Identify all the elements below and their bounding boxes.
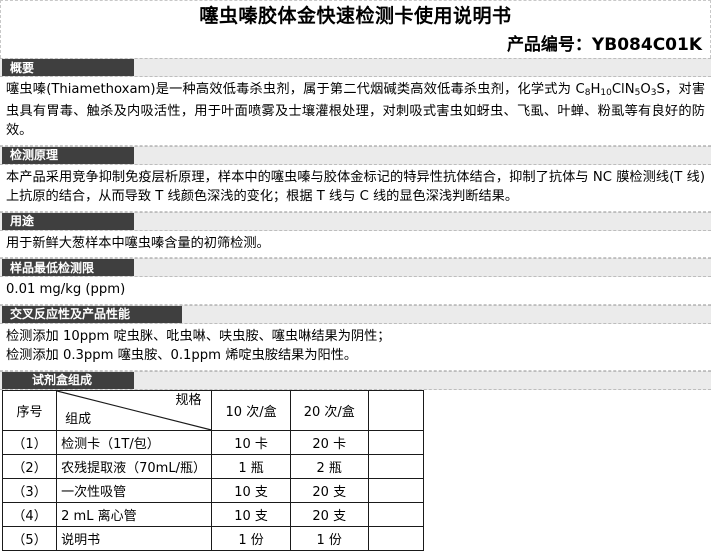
section-title-cross-reactivity: 交叉反应性及产品性能	[10, 307, 131, 321]
cell-no: （1）	[1, 429, 58, 455]
section-header-kit-composition: 试剂盒组成	[0, 370, 711, 390]
table-row: （2） 农残提取液（70mL/瓶） 1 瓶 2 瓶	[1, 453, 425, 479]
header-cell-extra	[367, 389, 425, 431]
cell-no: （3）	[1, 477, 58, 503]
kit-composition-table: 序号 规格 组成 10 次/盒 20 次/盒 （1） 检测卡（1T/包）	[1, 389, 425, 551]
section-bar-overview: 概要	[2, 59, 134, 76]
page-title: 噻虫嗪胶体金快速检测卡使用说明书	[199, 5, 512, 27]
section-bar-cross-reactivity: 交叉反应性及产品性能	[2, 305, 182, 323]
section-body-detection-limit: 0.01 mg/kg (ppm)	[0, 277, 711, 305]
formula-sub-1: 8	[584, 88, 591, 98]
cell-qty-20: 20 支	[289, 501, 369, 527]
formula-sub-4: 3	[650, 88, 657, 98]
diagonal-divider-icon	[57, 391, 211, 430]
overview-paragraph: 噻虫嗪(Thiamethoxam)是一种高效低毒杀虫剂，属于第二代烟碱类高效低毒…	[6, 80, 705, 141]
cell-item: 检测卡（1T/包）	[56, 429, 213, 455]
section-title-detection-limit: 样品最低检测限	[10, 260, 95, 275]
formula-sub-3: 5	[634, 88, 641, 98]
cell-qty-10: 1 瓶	[211, 453, 291, 479]
cell-qty-20: 2 瓶	[289, 453, 369, 479]
product-number-row: 产品编号：YB084C01K	[1, 29, 710, 57]
cell-extra	[367, 453, 425, 479]
table-row: （1） 检测卡（1T/包） 10 卡 20 卡	[1, 429, 425, 455]
usage-paragraph: 用于新鲜大葱样本中噻虫嗪含量的初筛检测。	[6, 235, 270, 251]
cell-no: （4）	[1, 501, 58, 527]
detection-limit-value: 0.01 mg/kg (ppm)	[6, 282, 126, 297]
cell-extra	[367, 501, 425, 527]
formula-mid-4: S，	[656, 82, 679, 97]
section-header-cross-reactivity: 交叉反应性及产品性能	[0, 304, 711, 324]
cell-qty-10: 10 支	[211, 477, 291, 503]
section-body-overview: 噻虫嗪(Thiamethoxam)是一种高效低毒杀虫剂，属于第二代烟碱类高效低毒…	[0, 77, 711, 146]
cell-qty-10: 10 卡	[211, 429, 291, 455]
title-block: 噻虫嗪胶体金快速检测卡使用说明书 产品编号：YB084C01K	[0, 0, 711, 58]
header-cell-qty-10: 10 次/盒	[211, 389, 291, 431]
section-body-principle: 本产品采用竞争抑制免疫层析原理，样本中的噻虫嗪与胶体金标记的特异性抗体结合，抑制…	[0, 165, 711, 212]
principle-paragraph: 本产品采用竞争抑制免疫层析原理，样本中的噻虫嗪与胶体金标记的特异性抗体结合，抑制…	[6, 169, 705, 205]
section-header-principle: 检测原理	[0, 145, 711, 165]
kit-composition-table-wrap: 序号 规格 组成 10 次/盒 20 次/盒 （1） 检测卡（1T/包）	[0, 389, 711, 551]
header-label-spec: 规格	[175, 392, 202, 408]
cell-qty-20: 20 支	[289, 477, 369, 503]
formula-mid-1: H	[590, 82, 601, 97]
formula-mid-3: O	[640, 82, 651, 97]
cell-qty-10: 10 支	[211, 501, 291, 527]
section-title-usage: 用途	[10, 214, 35, 228]
section-bar-kit-composition: 试剂盒组成	[2, 371, 134, 389]
section-bar-principle: 检测原理	[2, 146, 134, 164]
cell-extra	[367, 429, 425, 455]
cell-no: （2）	[1, 453, 58, 479]
section-header-overview: 概要	[0, 58, 711, 77]
cross-reactivity-line-2: 检测添加 0.3ppm 噻虫胺、0.1ppm 烯啶虫胺结果为阳性。	[6, 348, 358, 363]
header-label-composition: 组成	[65, 411, 92, 427]
cross-reactivity-line-1: 检测添加 10ppm 啶虫脒、吡虫啉、呋虫胺、噻虫啉结果为阴性；	[6, 328, 391, 344]
table-row: （3） 一次性吸管 10 支 20 支	[1, 477, 425, 503]
section-title-principle: 检测原理	[10, 148, 59, 162]
table-header-row: 序号 规格 组成 10 次/盒 20 次/盒	[1, 389, 425, 431]
cell-item: 一次性吸管	[56, 477, 213, 503]
overview-text-part2: 对害虫具有胃毒、触杀及内吸活性，用于叶面喷雾及士壤灌根处理，对刺吸式害虫如蚜虫、…	[6, 82, 706, 138]
section-bar-detection-limit: 样品最低检测限	[2, 259, 134, 276]
section-header-detection-limit: 样品最低检测限	[0, 258, 711, 277]
section-body-cross-reactivity: 检测添加 10ppm 啶虫脒、吡虫啉、呋虫胺、噻虫啉结果为阴性； 检测添加 0.…	[0, 324, 711, 371]
overview-text-part1: 噻虫嗪(Thiamethoxam)是一种高效低毒杀虫剂，属于第二代烟碱类高效低毒…	[6, 82, 585, 97]
section-bar-usage: 用途	[2, 212, 134, 230]
section-header-usage: 用途	[0, 211, 711, 231]
cell-item: 农残提取液（70mL/瓶）	[56, 453, 213, 479]
section-body-usage: 用于新鲜大葱样本中噻虫嗪含量的初筛检测。	[0, 231, 711, 258]
section-title-overview: 概要	[10, 60, 35, 75]
cell-qty-20: 20 卡	[289, 429, 369, 455]
section-title-kit-composition: 试剂盒组成	[32, 373, 93, 387]
cell-extra	[367, 477, 425, 503]
product-number: 产品编号：YB084C01K	[506, 35, 702, 55]
formula-mid-2: ClN	[611, 82, 635, 97]
header-cell-diagonal-spec-composition: 规格 组成	[56, 389, 213, 431]
header-cell-qty-20: 20 次/盒	[289, 389, 369, 431]
formula-sub-2: 10	[600, 88, 612, 98]
header-cell-no: 序号	[1, 389, 58, 431]
cell-item: 2 mL 离心管	[56, 501, 213, 527]
table-row: （4） 2 mL 离心管 10 支 20 支	[1, 501, 425, 527]
